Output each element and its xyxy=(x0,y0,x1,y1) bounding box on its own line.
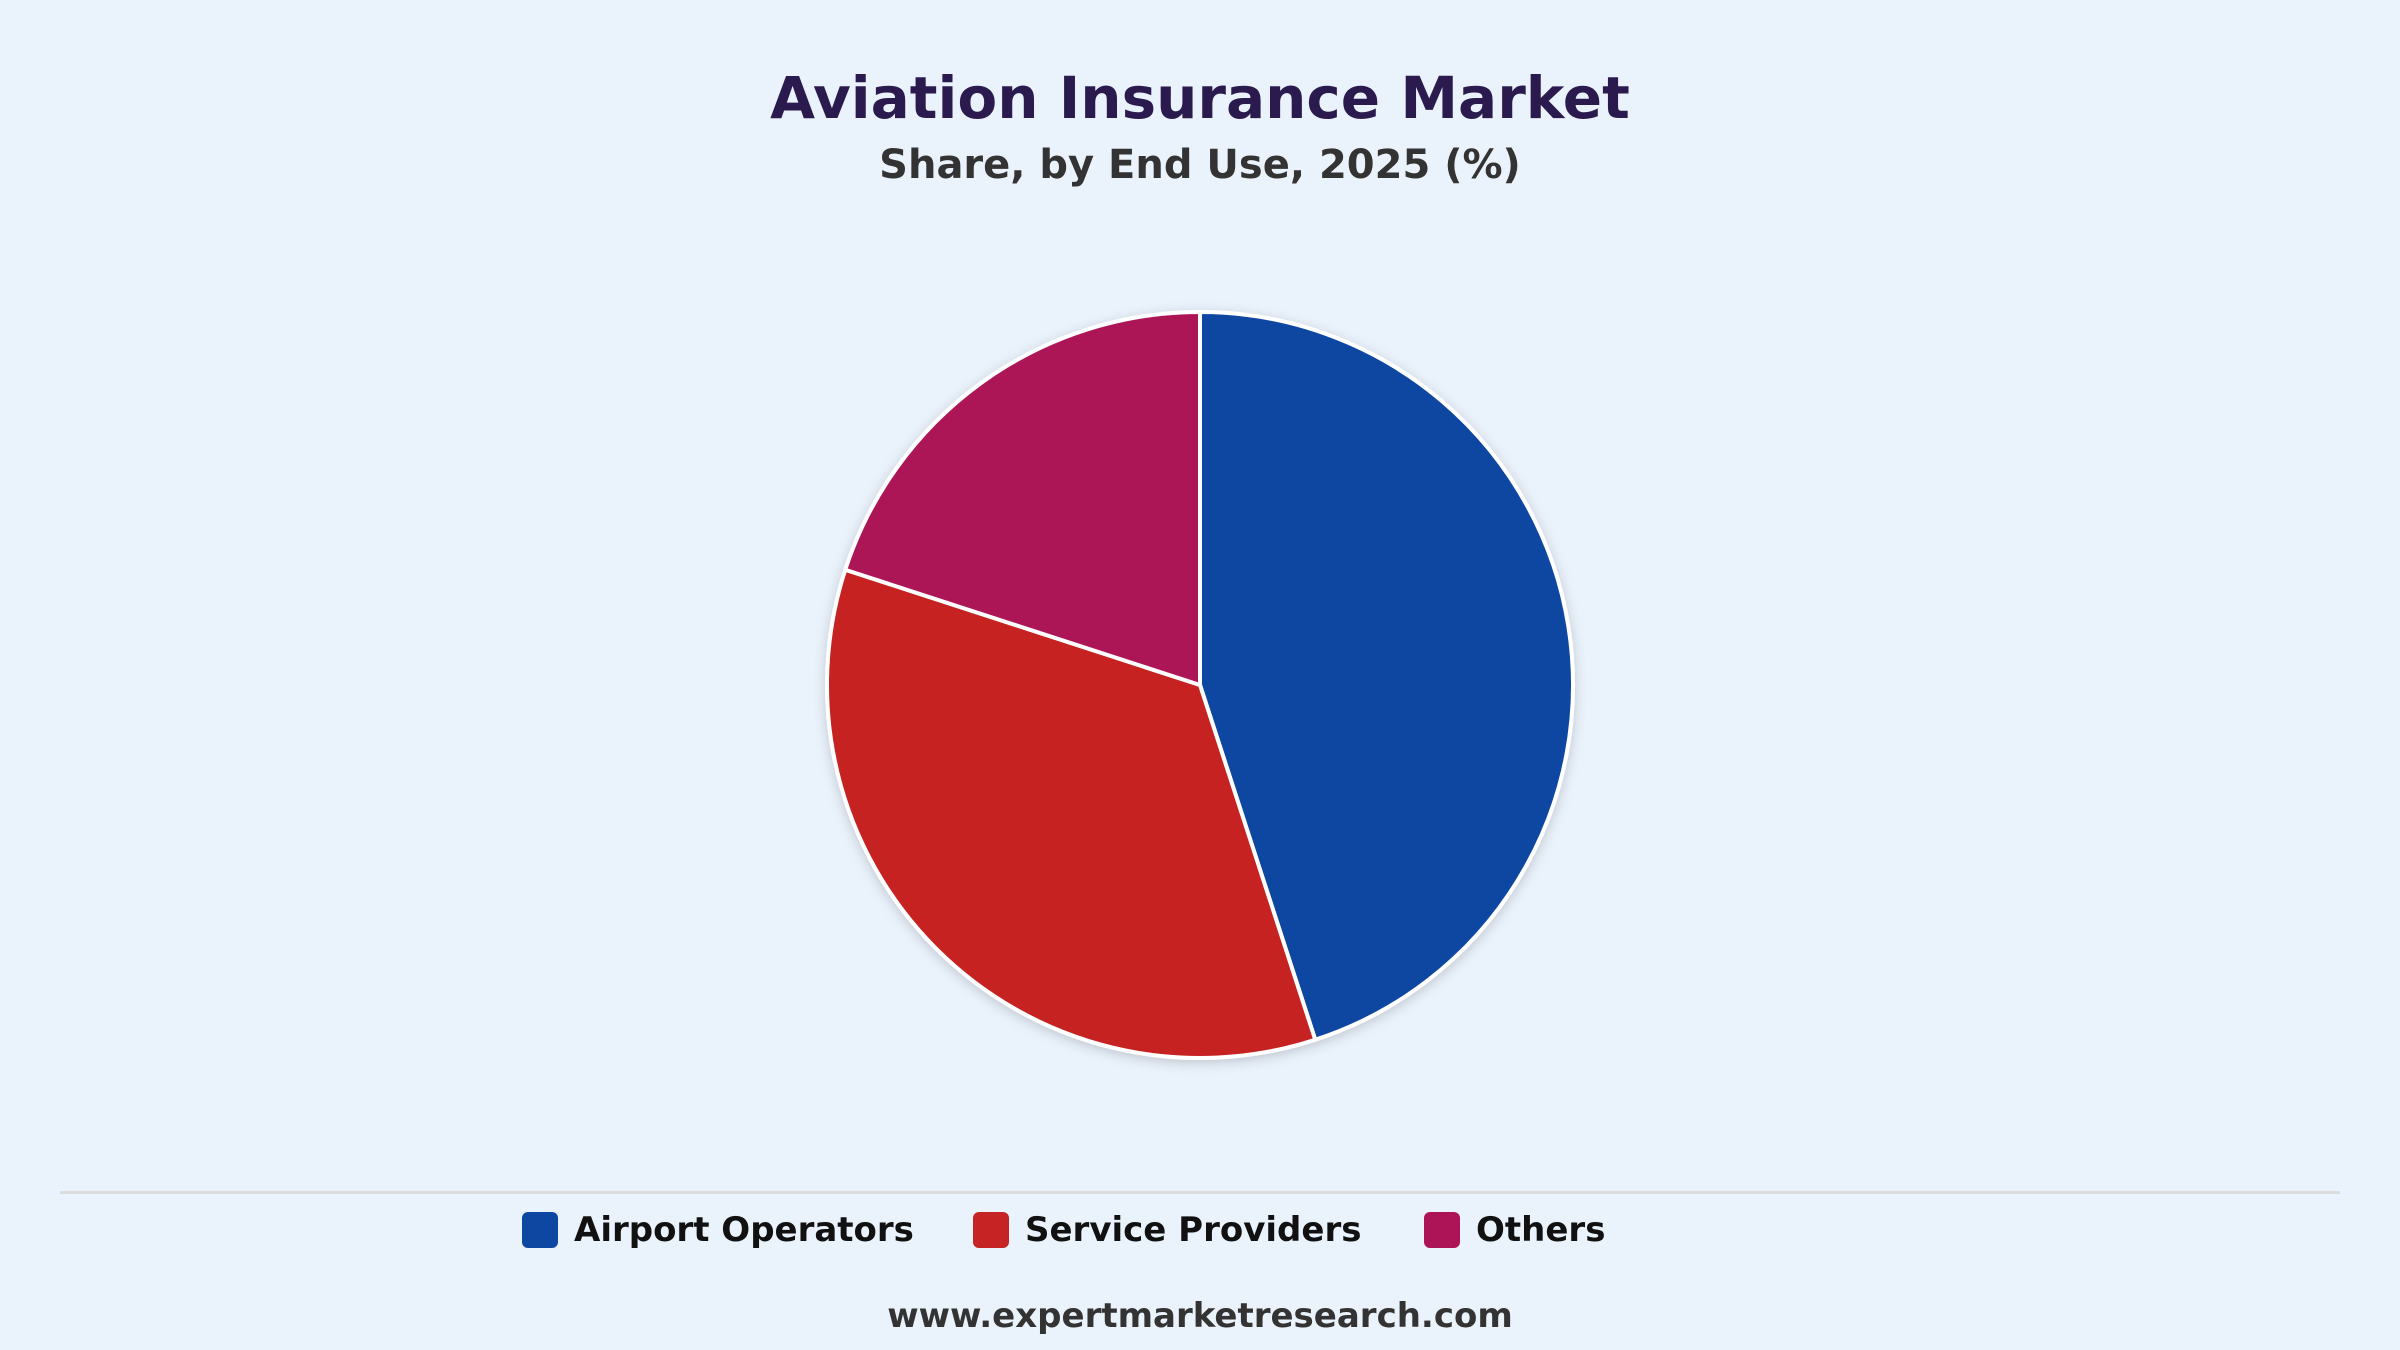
legend-item-airport-operators: Airport Operators xyxy=(522,1208,914,1252)
legend-swatch-others xyxy=(1424,1212,1460,1248)
legend-swatch-service-providers xyxy=(973,1212,1009,1248)
legend-item-service-providers: Service Providers xyxy=(973,1208,1361,1252)
pie-slice-airport-operators xyxy=(1198,310,1575,1042)
source-footer: www.expertmarketresearch.com xyxy=(887,1296,1513,1336)
legend: Airport Operators Service Providers Othe… xyxy=(0,1208,2400,1252)
pie-slice-others xyxy=(843,310,1202,687)
legend-label-service-providers: Service Providers xyxy=(1025,1210,1362,1250)
chart-title: Aviation Insurance Market xyxy=(770,64,1630,132)
chart-subtitle: Share, by End Use, 2025 (%) xyxy=(879,142,1521,188)
legend-label-airport-operators: Airport Operators xyxy=(574,1210,914,1250)
pie-chart xyxy=(825,310,1575,1060)
pie-slice-service-providers xyxy=(825,567,1318,1060)
legend-label-others: Others xyxy=(1476,1210,1606,1250)
legend-swatch-airport-operators xyxy=(522,1212,558,1248)
legend-item-others: Others xyxy=(1424,1208,1605,1252)
legend-divider xyxy=(60,1191,2340,1194)
